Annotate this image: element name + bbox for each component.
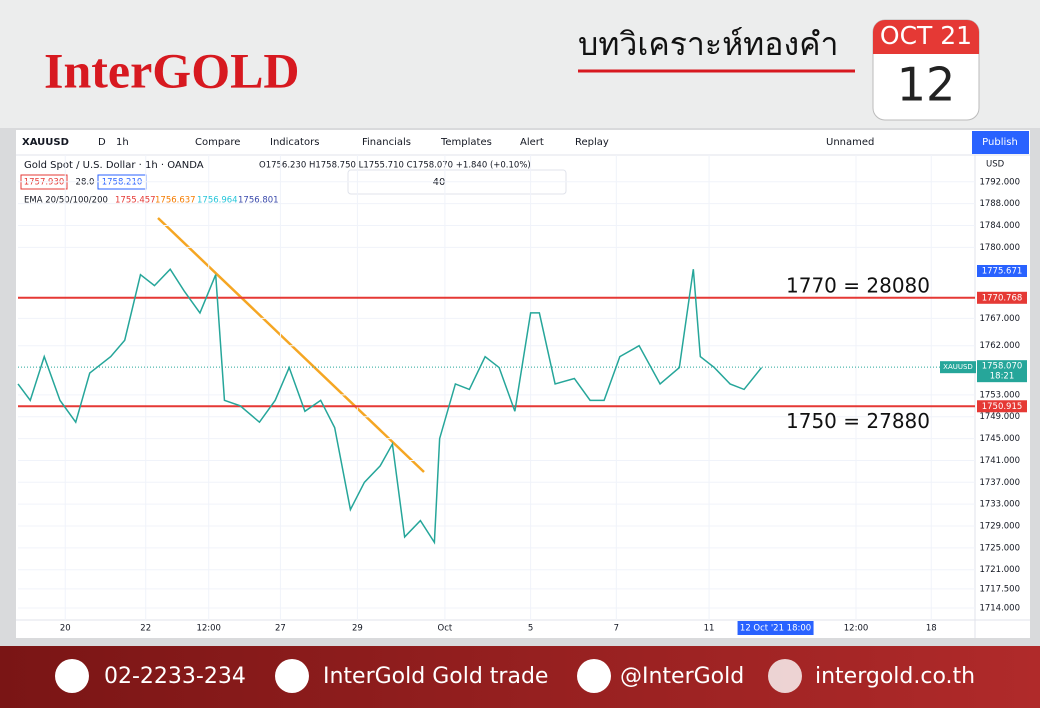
draw-size[interactable]: 40: [433, 177, 446, 188]
ema-value: 1756.801: [238, 196, 279, 206]
brand: InterGOLD: [44, 42, 300, 98]
toolbar-item[interactable]: Compare: [195, 137, 240, 148]
spread: 28.0: [76, 178, 95, 188]
ema-label: EMA 20/50/100/200: [24, 196, 108, 206]
header-band: [0, 0, 1040, 128]
line-icon: [577, 659, 611, 693]
facebook: InterGold Gold trade: [323, 664, 548, 689]
phone: 02-2233-234: [104, 664, 246, 689]
y-tick-label: 1788.000: [979, 199, 1020, 209]
chart-panel: [16, 130, 1030, 638]
y-tick-label: 1753.000: [979, 390, 1020, 400]
line: @InterGold: [620, 664, 744, 689]
cursor-x-box: [737, 621, 814, 635]
calendar-month: OCT 21: [880, 21, 972, 50]
x-tick-label: 5: [528, 624, 533, 634]
last-price-box: [977, 360, 1027, 383]
y-tick-label: 1721.000: [979, 565, 1020, 575]
bid: 1757.930: [24, 178, 65, 188]
title: บทวิเคราะห์ทองคำ: [578, 25, 838, 63]
y-tick-label: 1749.000: [979, 412, 1020, 422]
level-note: 1770 = 28080: [786, 273, 930, 297]
last-price: 1758.070: [982, 362, 1023, 372]
currency: USD: [986, 160, 1005, 170]
calendar-top: [873, 20, 979, 54]
toolbar-item[interactable]: Financials: [362, 137, 411, 148]
web: intergold.co.th: [815, 664, 975, 689]
y-tick-label: 1714.000: [979, 603, 1020, 613]
toolbar-item[interactable]: Replay: [575, 137, 609, 148]
y-tick-label: 1780.000: [979, 243, 1020, 253]
high-marker: 1775.671: [982, 266, 1023, 276]
x-tick-label: 7: [614, 624, 619, 634]
x-tick-label: 18: [926, 624, 937, 634]
level-price-box: [977, 400, 1027, 413]
countdown: 18:21: [990, 372, 1015, 382]
price-line: [17, 267, 763, 545]
x-tick-label: 11: [704, 624, 715, 634]
facebook-icon: [275, 659, 309, 693]
y-tick-label: 1725.000: [979, 543, 1020, 553]
y-tick-label: 1741.000: [979, 456, 1020, 466]
x-tick-label: Oct: [438, 624, 453, 634]
level-price: 1770.768: [982, 293, 1023, 303]
x-tick-label: 12:00: [844, 624, 869, 634]
y-tick-label: 1745.000: [979, 434, 1020, 444]
publish-label[interactable]: Publish: [982, 137, 1018, 148]
trendline: [157, 217, 425, 473]
y-tick-label: 1737.000: [979, 478, 1020, 488]
y-tick-label: 1729.000: [979, 522, 1020, 532]
y-tick-label: 1767.000: [979, 314, 1020, 324]
ema-value: 1756.637: [155, 196, 196, 206]
toolbar-item[interactable]: 1h: [116, 137, 129, 148]
symbol[interactable]: XAUUSD: [22, 137, 69, 148]
phone-icon: [55, 659, 89, 693]
level-note: 1750 = 27880: [786, 409, 930, 433]
high-marker-box: [977, 264, 1027, 277]
y-tick-label: 1784.000: [979, 221, 1020, 231]
cursor-x-label: 12 Oct '21 18:00: [740, 624, 811, 634]
y-tick-label: 1733.000: [979, 500, 1020, 510]
legend-title: Gold Spot / U.S. Dollar · 1h · OANDA: [24, 160, 204, 171]
toolbar-item[interactable]: Alert: [520, 137, 544, 148]
y-tick-label: 1792.000: [979, 177, 1020, 187]
level-price-box: [977, 291, 1027, 304]
toolbar-item[interactable]: Indicators: [270, 137, 319, 148]
ohlc: O1756.230 H1758.750 L1755.710 C1758.070 …: [259, 161, 531, 171]
x-tick-label: 12:00: [196, 624, 221, 634]
y-tick-label: 1717.500: [979, 584, 1020, 594]
x-tick-label: 22: [140, 624, 151, 634]
symbol-tag: XAUUSD: [943, 363, 973, 371]
x-tick-label: 27: [275, 624, 286, 634]
layout-name[interactable]: Unnamed: [826, 137, 874, 148]
publish-button[interactable]: [972, 131, 1029, 154]
toolbar-item[interactable]: Templates: [440, 137, 492, 148]
web-icon: [768, 659, 802, 693]
ema-value: 1756.964: [197, 196, 238, 206]
ask: 1758.210: [102, 178, 143, 188]
symbol-tag-box: [940, 361, 976, 374]
footer-band: [0, 646, 1040, 708]
x-tick-label: 20: [60, 624, 71, 634]
level-price: 1750.915: [982, 402, 1023, 412]
calendar-day: 12: [897, 58, 956, 112]
toolbar-item[interactable]: D: [98, 137, 106, 148]
ema-value: 1755.457: [115, 196, 156, 206]
y-tick-label: 1762.000: [979, 341, 1020, 351]
x-tick-label: 29: [352, 624, 363, 634]
